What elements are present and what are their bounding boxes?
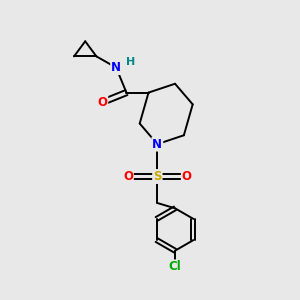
Text: O: O	[97, 96, 107, 109]
Text: O: O	[123, 170, 133, 183]
Text: Cl: Cl	[169, 260, 182, 273]
Text: N: N	[111, 61, 121, 74]
Text: S: S	[153, 170, 162, 183]
Text: H: H	[126, 57, 136, 67]
Text: O: O	[182, 170, 192, 183]
Text: N: N	[152, 138, 162, 151]
